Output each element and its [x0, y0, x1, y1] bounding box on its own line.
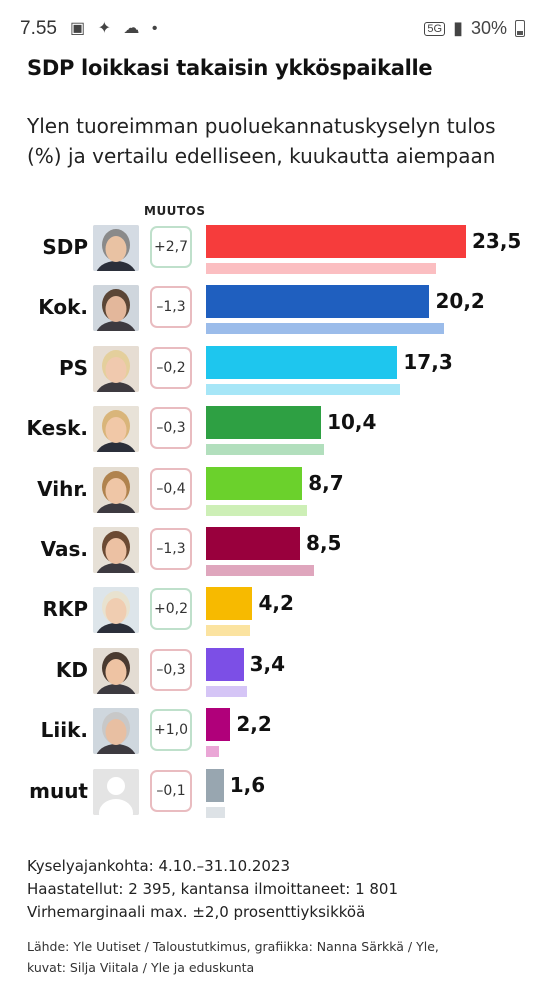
- previous-value-bar: [206, 444, 325, 456]
- change-badge: +2,7: [150, 226, 192, 268]
- party-label: Vas.: [40, 537, 88, 561]
- change-badge: –1,3: [150, 286, 192, 329]
- chart-row: Kesk. –0,3 10,4: [0, 406, 545, 466]
- party-label: muut: [29, 778, 88, 803]
- respondents: Haastatellut: 2 395, kantansa ilmoittane…: [27, 880, 399, 898]
- current-value-bar: [206, 647, 244, 681]
- current-value-bar: [206, 345, 398, 379]
- change-badge: –0,3: [150, 648, 192, 691]
- value-label: 2,2: [236, 712, 272, 737]
- party-label: Kok.: [38, 295, 88, 320]
- previous-value-bar: [206, 746, 220, 758]
- previous-value-bar: [206, 806, 225, 818]
- change-badge: +0,2: [150, 588, 192, 631]
- source-line: Lähde: Yle Uutiset / Taloustutkimus, gra…: [27, 939, 439, 954]
- party-leader-photo: [93, 708, 139, 755]
- signal-icon: ▮: [453, 18, 463, 38]
- value-label: 23,5: [472, 229, 522, 253]
- party-label: SDP: [42, 235, 88, 259]
- headline: SDP loikkasi takaisin ykköspaikalle: [27, 56, 433, 80]
- margin-of-error: Virhemarginaali max. ±2,0 prosenttiyksik…: [27, 903, 366, 921]
- current-value-bar: [206, 587, 253, 621]
- chart-row: Vas. –1,3 8,5: [0, 527, 545, 587]
- status-time: 7.55: [20, 18, 57, 39]
- party-leader-photo: [93, 527, 139, 573]
- chart-row: muut –0,1 1,6: [0, 768, 545, 829]
- party-label: Liik.: [40, 718, 88, 743]
- chart-row: PS –0,2 17,3: [0, 345, 545, 406]
- survey-period: Kyselyajankohta: 4.10.–31.10.2023: [27, 857, 291, 875]
- status-right: 5G ▮ 30%: [424, 18, 525, 39]
- party-leader-photo: [93, 587, 139, 634]
- party-label: Vihr.: [37, 476, 88, 501]
- chart-row: Vihr. –0,4 8,7: [0, 466, 545, 527]
- value-label: 4,2: [258, 591, 294, 616]
- change-badge: –0,2: [150, 346, 192, 389]
- change-badge: –1,3: [150, 528, 192, 570]
- current-value-bar: [206, 225, 466, 258]
- value-label: 1,6: [229, 772, 266, 797]
- chart-row: Kok. –1,3 20,2: [0, 285, 545, 345]
- current-value-bar: [206, 768, 224, 802]
- value-label: 8,7: [308, 470, 344, 495]
- party-leader-photo: [93, 225, 139, 271]
- change-badge: –0,3: [150, 407, 192, 450]
- chart-row: KD –0,3 3,4: [0, 647, 545, 708]
- change-badge: –0,4: [150, 467, 192, 510]
- value-label: 3,4: [249, 651, 286, 676]
- party-leader-photo: [93, 647, 139, 694]
- party-label: Kesk.: [26, 416, 88, 441]
- previous-value-bar: [206, 263, 437, 274]
- notification-icons: ▣ ✦ ☁ •: [70, 20, 162, 37]
- party-leader-photo: [93, 285, 139, 332]
- party-leader-photo: [93, 406, 139, 453]
- value-label: 20,2: [435, 289, 485, 314]
- network-icon: 5G: [424, 21, 446, 36]
- current-value-bar: [206, 466, 303, 500]
- party-leader-photo: [93, 466, 139, 513]
- current-value-bar: [206, 527, 301, 560]
- status-bar: 7.55 ▣ ✦ ☁ • 5G ▮ 30%: [0, 0, 545, 44]
- chart-row: RKP +0,2 4,2: [0, 587, 545, 647]
- value-label: 8,5: [306, 531, 342, 555]
- battery-icon: [515, 20, 525, 37]
- photo-credit-line: kuvat: Silja Viitala / Yle ja eduskunta: [27, 960, 255, 975]
- chart-row: Liik. +1,0 2,2: [0, 708, 545, 768]
- party-label: KD: [55, 657, 88, 682]
- current-value-bar: [206, 708, 231, 742]
- chart-row: SDP +2,7 23,5: [0, 225, 545, 285]
- party-leader-photo: [93, 345, 139, 392]
- value-label: 17,3: [403, 349, 453, 374]
- previous-value-bar: [206, 383, 400, 395]
- party-label: RKP: [42, 597, 88, 622]
- previous-value-bar: [206, 685, 247, 697]
- current-value-bar: [206, 406, 322, 440]
- subtitle: Ylen tuoreimman puoluekannatuskyselyn tu…: [27, 114, 496, 168]
- previous-value-bar: [206, 504, 307, 516]
- previous-value-bar: [206, 625, 251, 637]
- previous-value-bar: [206, 323, 444, 335]
- change-badge: –0,1: [150, 769, 192, 812]
- placeholder-avatar-icon: [93, 768, 139, 815]
- change-column-header: MUUTOS: [144, 204, 206, 218]
- current-value-bar: [206, 285, 430, 319]
- party-label: PS: [58, 355, 88, 380]
- source-credits: Lähde: Yle Uutiset / Taloustutkimus, gra…: [27, 936, 527, 978]
- battery-level: 30%: [470, 18, 507, 38]
- survey-info: Kyselyajankohta: 4.10.–31.10.2023 Haasta…: [27, 855, 527, 924]
- previous-value-bar: [206, 565, 315, 576]
- change-badge: +1,0: [150, 709, 192, 752]
- value-label: 10,4: [327, 410, 377, 435]
